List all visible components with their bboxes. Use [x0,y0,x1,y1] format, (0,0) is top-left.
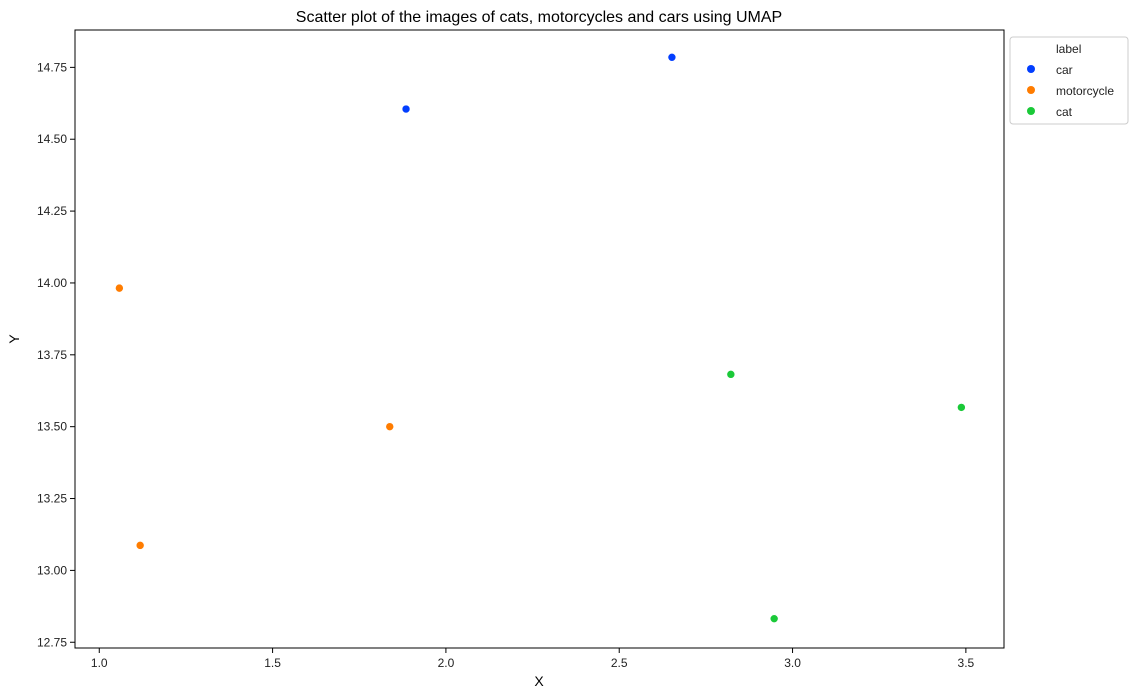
legend-marker-cat [1027,107,1035,115]
data-point-car [667,53,677,62]
y-axis-label: Y [6,334,22,344]
legend-label-cat: cat [1056,105,1073,119]
data-point-motorcycle [385,422,395,431]
y-tick-label: 13.25 [37,492,67,506]
y-tick-label: 12.75 [37,635,67,649]
data-point-motorcycle [135,541,145,550]
legend-title: label [1056,42,1081,56]
legend-label-car: car [1056,63,1073,77]
plot-frame [74,29,1005,649]
x-tick-label: 3.0 [784,656,801,670]
x-tick-label: 2.0 [438,656,455,670]
legend-marker-motorcycle [1027,86,1035,94]
y-tick-label: 14.75 [37,60,67,74]
plot-area: 1.0 1.5 2.0 2.5 3.0 3.5 12.7513.0013.2513.501… [37,29,1005,670]
data-point-motorcycle [115,283,124,293]
data-point-cat [957,403,966,412]
x-tick-label: 1.5 [264,656,281,670]
y-tick-label: 14.50 [37,132,67,146]
y-tick-label: 13.00 [37,563,67,577]
y-tick-label: 13.75 [37,348,67,362]
data-point-cat [726,370,736,379]
legend-marker-car [1027,65,1035,73]
y-tick-label: 13.50 [37,420,67,434]
y-axis: 12.75 13.00 13.25 13.50 13.75 14.00 14.25 14.50… [37,60,75,649]
legend-label-motorcycle: motorcycle [1056,84,1114,98]
legend: label car motorcycle cat [1009,36,1129,125]
x-axis: 1.0 1.5 2.0 2.5 3.0 3.5 [91,648,975,670]
x-tick-label: 3.5 [958,656,975,670]
data-points [115,53,966,623]
chart-title: Scatter plot of the images of cats, moto… [296,9,782,26]
y-tick-label: 14.00 [37,276,67,290]
y-tick-label: 14.25 [37,204,67,218]
data-point-car [401,104,411,114]
x-axis-label: X [534,673,544,689]
legend-items: car motorcycle cat [1027,63,1114,119]
x-tick-label: 2.5 [611,656,628,670]
legend-box [1009,36,1129,125]
x-tick-label: 1.0 [91,656,108,670]
data-point-cat [769,614,779,623]
